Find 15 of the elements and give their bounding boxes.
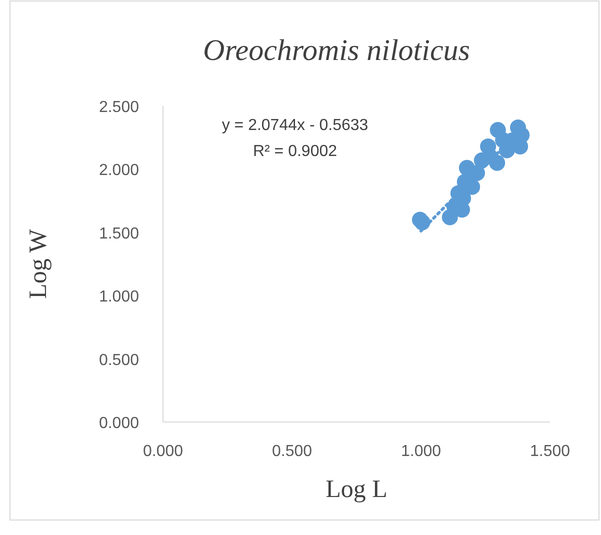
- y-tick-label: 2.500: [98, 99, 140, 116]
- annotation: R² = 0.9002: [252, 143, 338, 160]
- y-tick-label: 0.500: [98, 352, 140, 369]
- y-tick-label: 1.000: [98, 288, 140, 306]
- chart-title: Oreochromis niloticus: [203, 34, 470, 67]
- y-axis-title: Log W: [25, 228, 52, 299]
- annotation: y = 2.0744x - 0.5633: [222, 117, 368, 134]
- x-tick-label: 0.000: [142, 443, 184, 460]
- y-tick-label: 1.500: [98, 225, 140, 242]
- y-tick-label: 2.000: [98, 162, 140, 180]
- x-axis-title: Log L: [326, 476, 388, 503]
- x-tick-label: 1.500: [530, 443, 570, 460]
- y-tick-label: 0.000: [98, 415, 140, 432]
- x-tick-label: 0.500: [272, 443, 312, 460]
- x-tick-label: 1.000: [400, 443, 442, 460]
